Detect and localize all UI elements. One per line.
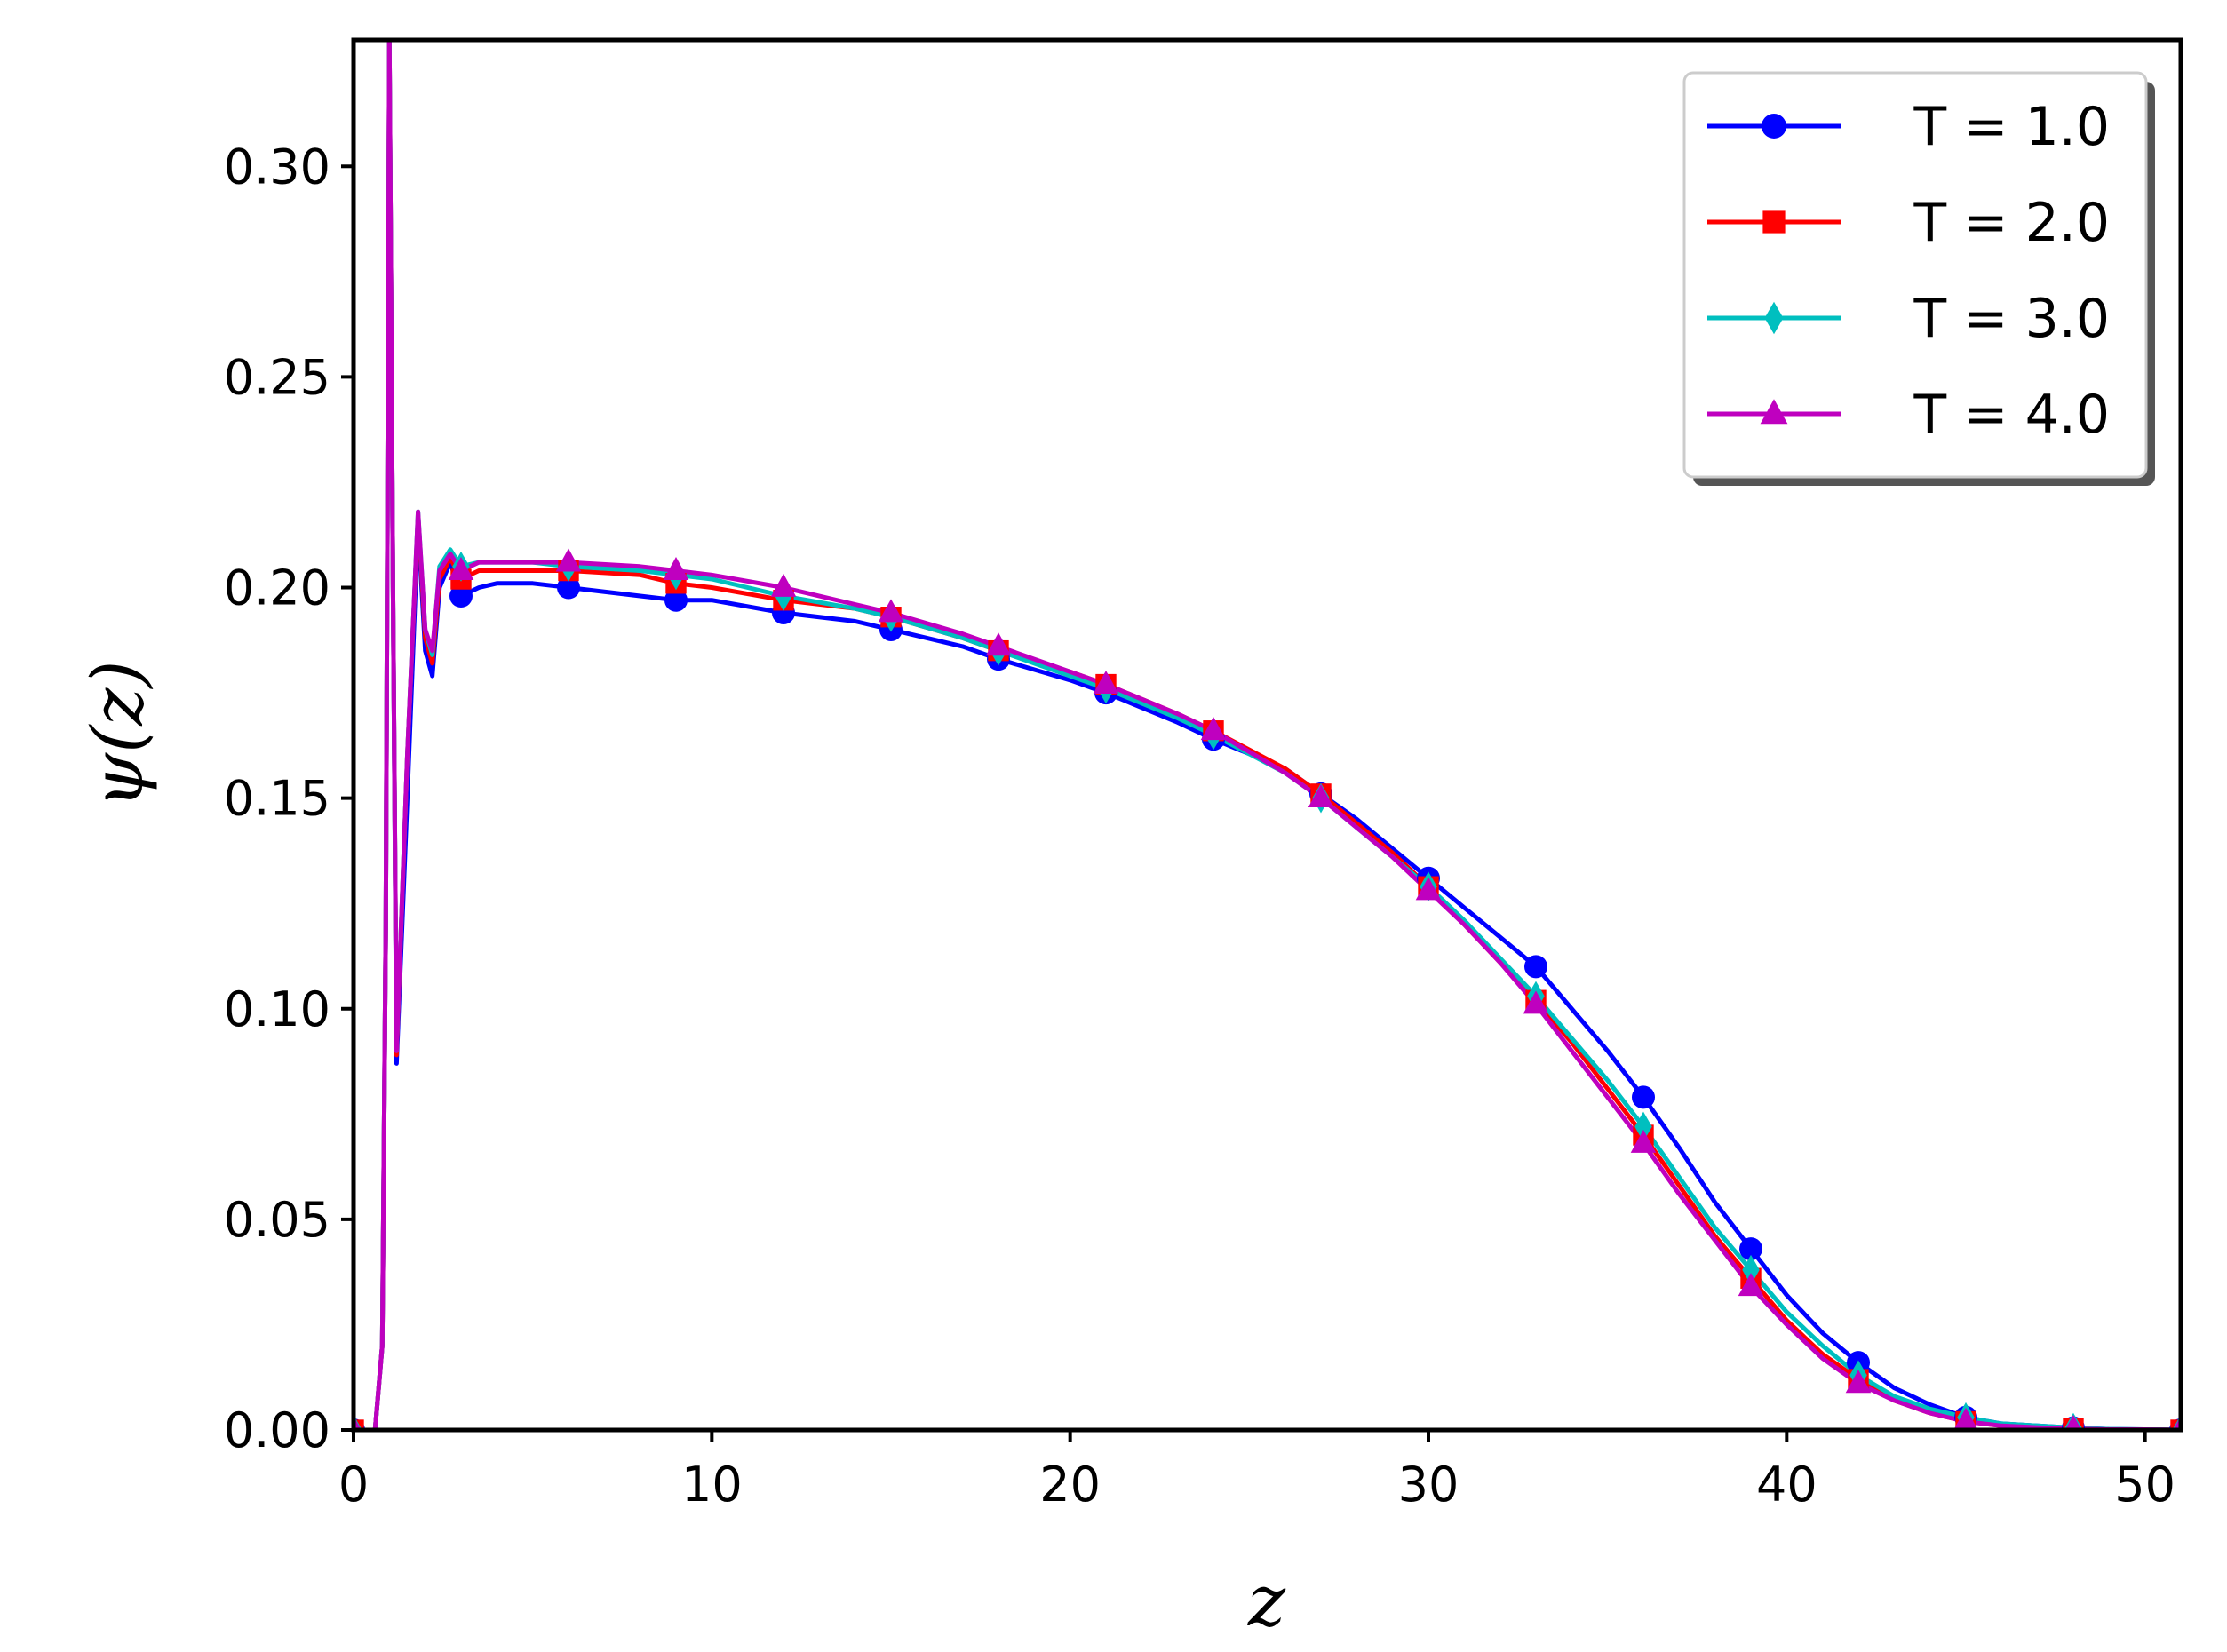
legend-entry-2: T = 2.0 [1707,192,2110,254]
legend-entry-3: T = 3.0 [1707,288,2110,350]
y-tick-label: 0.05 [224,1192,330,1248]
series-4-marker-2 [448,556,474,580]
series-4-marker-4 [663,556,689,580]
series-1-marker-2 [449,584,473,608]
legend-entry-4: T = 4.0 [1707,384,2110,446]
y-tick-label: 0.10 [224,981,330,1037]
series-1-marker-13 [1632,1085,1655,1109]
series-4-marker-15 [1845,1370,1872,1394]
plot-frame [351,37,2183,1433]
legend-box [1682,71,2148,479]
legend-label: T = 4.0 [1913,384,2111,446]
legend: T = 1.0 T = 2.0 T = 3.0 T = 4.0 [1682,71,2155,486]
series-1-marker-14 [1739,1237,1762,1261]
legend-marker-swatch [1762,210,1786,234]
series-4-marker-14 [1738,1273,1764,1297]
x-tick-label: 20 [1039,1457,1101,1513]
x-tick-label: 40 [1756,1457,1817,1513]
legend-entry-1: T = 1.0 [1707,96,2110,158]
series-4-marker-12 [1523,990,1549,1014]
legend-label: T = 1.0 [1913,96,2111,158]
legend-marker-swatch [1762,114,1786,139]
series-4-marker-8 [1093,670,1119,694]
series-3-marker-13 [1634,1111,1652,1142]
y-tick-label: 0.15 [224,771,330,827]
series-1-marker-3 [557,576,580,600]
marker-layer [354,548,2181,1430]
x-tick-label: 10 [681,1457,743,1513]
x-tick-label: 50 [2114,1457,2175,1513]
legend-label: T = 3.0 [1913,288,2111,350]
x-axis-label: z [1247,1560,1286,1642]
series-4-marker-9 [1200,717,1227,741]
y-tick-label: 0.00 [224,1402,330,1458]
x-tick-label: 30 [1398,1457,1459,1513]
y-axis-ticks: 0.00 0.05 0.10 0.15 0.20 0.25 0.30 [224,139,354,1458]
x-axis-ticks: 0 10 20 30 40 50 [338,1430,2175,1513]
series-1-marker-4 [664,588,688,612]
series-4-marker-10 [1308,784,1334,808]
series-4-marker-5 [770,573,797,597]
x-tick-label: 0 [338,1457,369,1513]
series-4-marker-3 [555,548,582,572]
series-1-marker-12 [1524,955,1547,979]
y-tick-label: 0.20 [224,560,330,616]
y-tick-label: 0.30 [224,139,330,195]
series-4-marker-17 [2064,1414,2082,1430]
y-axis-label: ψ(z) [76,660,159,808]
series-4-marker-6 [878,599,904,623]
series-4-marker-11 [1415,877,1442,901]
legend-marker-swatch [1764,301,1784,335]
y-tick-label: 0.25 [224,349,330,405]
series-3-marker-14 [1742,1254,1760,1285]
series-4-marker-16 [1953,1407,1978,1430]
legend-label: T = 2.0 [1913,192,2111,254]
series-4-marker-7 [985,632,1012,656]
legend-marker-swatch [1760,399,1788,425]
series-4-marker-13 [1630,1129,1657,1153]
